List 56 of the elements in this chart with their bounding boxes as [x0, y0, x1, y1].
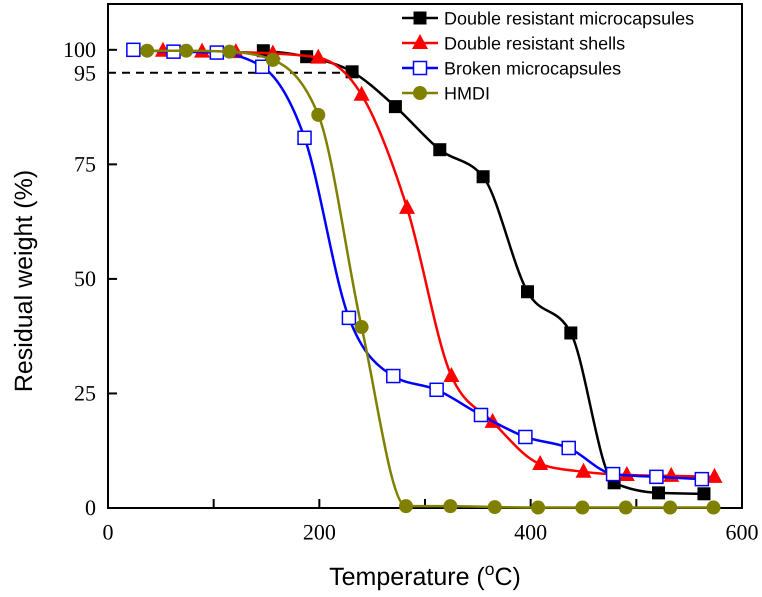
- point: [354, 86, 370, 101]
- point: [429, 382, 444, 398]
- point: [474, 408, 488, 422]
- point: [126, 42, 141, 58]
- point: [433, 143, 446, 156]
- point: [140, 44, 154, 58]
- point: [388, 100, 402, 114]
- point: [354, 320, 369, 334]
- legend-label: HMDI: [444, 83, 490, 104]
- point: [488, 500, 502, 514]
- y-tick-label: 50: [74, 266, 96, 291]
- point: [575, 500, 590, 515]
- point: [518, 430, 533, 444]
- point: [576, 462, 592, 478]
- x-tick-label: 0: [102, 520, 114, 545]
- point: [311, 108, 326, 122]
- point: [652, 486, 666, 500]
- point: [297, 130, 312, 146]
- point: [443, 367, 460, 382]
- legend-label: Double resistant microcapsules: [444, 8, 694, 28]
- point: [222, 44, 237, 59]
- point: [618, 500, 633, 515]
- point: [399, 198, 416, 214]
- legend-label: Double resistant shells: [444, 33, 626, 54]
- point: [386, 368, 401, 384]
- y-axis-title: Residual weight (%): [10, 170, 38, 392]
- point: [310, 48, 326, 64]
- x-tick-label: 200: [302, 520, 336, 545]
- point: [649, 470, 664, 484]
- point: [697, 487, 710, 500]
- ref-line-label: 95: [74, 60, 96, 86]
- y-tick-label: 100: [63, 36, 96, 62]
- point: [179, 44, 194, 58]
- x-tick-label: 600: [726, 520, 758, 545]
- point: [398, 499, 413, 514]
- x-axis-title: Temperature ($^{o}$C): [329, 559, 521, 591]
- x-tick-label: 400: [514, 520, 548, 545]
- point: [694, 472, 710, 486]
- y-tick-label: 25: [74, 380, 96, 406]
- point: [564, 326, 578, 340]
- point: [443, 499, 458, 514]
- legend-label: Broken microcapsules: [444, 58, 622, 78]
- point: [342, 310, 356, 326]
- point: [476, 170, 490, 184]
- point: [531, 500, 546, 515]
- point: [266, 52, 280, 67]
- point: [663, 500, 678, 515]
- y-tick-label: 75: [74, 151, 96, 176]
- point: [606, 466, 620, 482]
- y-tick-label: 0: [85, 495, 96, 520]
- point: [346, 65, 359, 78]
- point: [255, 60, 270, 74]
- point: [532, 455, 548, 470]
- point: [706, 500, 720, 515]
- point: [520, 285, 534, 298]
- point: [561, 440, 576, 456]
